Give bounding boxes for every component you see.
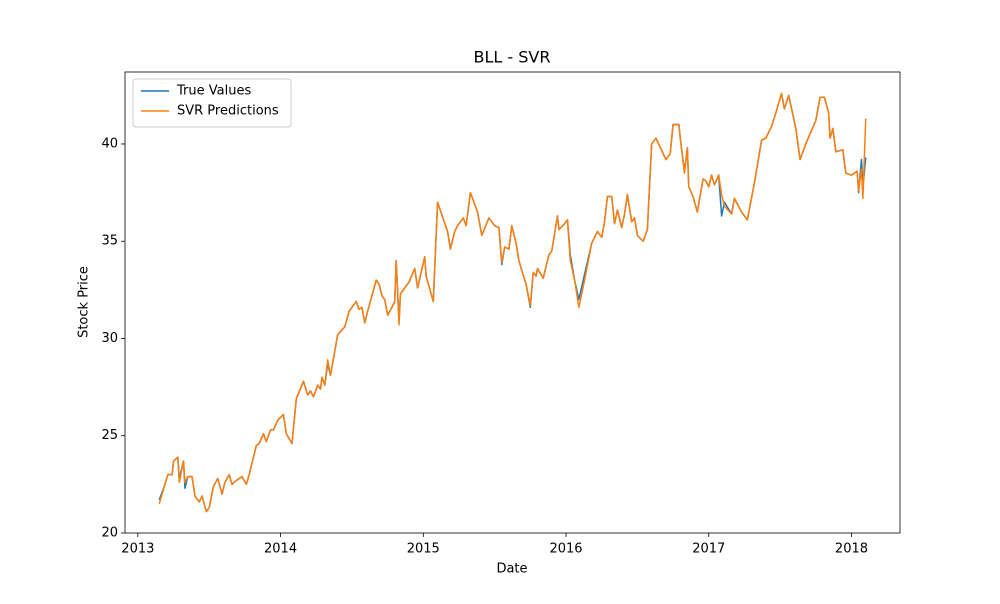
legend: True Values SVR Predictions	[132, 78, 292, 128]
y-axis-label: Stock Price	[77, 266, 92, 338]
legend-label: SVR Predictions	[177, 104, 279, 119]
y-tick-label: 40	[101, 136, 118, 151]
y-tick-label: 35	[101, 234, 118, 249]
x-tick-label: 2015	[407, 542, 440, 557]
legend-box	[132, 78, 292, 128]
x-tick-label: 2013	[121, 542, 154, 557]
chart-title: BLL - SVR	[474, 48, 551, 67]
y-tick-label: 30	[101, 331, 118, 346]
legend-label: True Values	[176, 84, 251, 99]
line-series	[158, 92, 867, 513]
x-axis-label: Date	[496, 562, 527, 577]
y-tick-label: 20	[101, 526, 118, 541]
plot-frame	[124, 71, 901, 534]
x-tick-label: 2018	[835, 542, 868, 557]
x-tick-label: 2014	[264, 542, 297, 557]
x-tick-label: 2016	[549, 542, 582, 557]
y-tick-label: 25	[101, 428, 118, 443]
x-tick-label: 2017	[692, 542, 725, 557]
